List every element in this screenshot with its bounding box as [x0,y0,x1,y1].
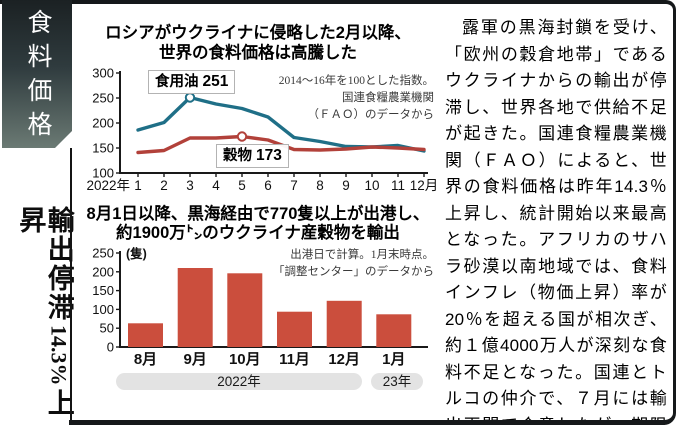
charts-column: ロシアがウクライナに侵略した2月以降、 世界の食料価格は高騰した 300 250 2… [78,6,438,393]
note-line: 出港日で計算。1月末時点。 [290,249,434,262]
svg-text:11月: 11月 [279,351,310,368]
svg-text:200: 200 [92,115,114,130]
badge-title: 食料価格 [24,9,51,145]
year-pill-2022: 2022年 [116,373,362,391]
line-chart-title-line1: ロシアがウクライナに侵略した2月以降、 [105,24,411,42]
svg-text:4: 4 [212,178,220,193]
svg-text:1: 1 [134,178,142,193]
svg-text:11: 11 [391,178,405,193]
corner-badge: 食料価格 [2,0,72,148]
note-line: 2014〜16年を100とした指数。 [278,74,434,87]
grain-series-name: 穀物 [223,148,252,165]
svg-text:250: 250 [92,246,114,261]
svg-text:5: 5 [238,178,246,193]
oil-series-name: 食用油 [155,74,199,91]
svg-text:0: 0 [107,340,114,355]
bar-chart: 250 200 150 100 50 0 (隻) 8月 9月 10月 11月 12月 1月 出港日で計算… [90,245,434,393]
bar-chart-title-line2: 約1900万㌧のウクライナ産穀物を輸出 [116,224,400,243]
year-pill-23: 23年 [371,373,423,391]
side-caption: 輸出停滞 14.3%上昇 [15,206,74,425]
side-caption-bottom: 上昇 [15,206,74,418]
svg-text:8: 8 [316,178,324,193]
side-caption-top: 輸出停滞 [43,206,74,322]
svg-text:9: 9 [342,178,350,193]
svg-text:9月: 9月 [184,351,207,368]
svg-text:3: 3 [186,178,194,193]
svg-text:100: 100 [92,302,114,317]
line-chart-title-line2: 世界の食料価格は高騰した [159,43,357,62]
frame-gap [0,419,69,425]
svg-text:10: 10 [364,178,379,193]
vertical-divider [70,148,72,420]
svg-text:150: 150 [92,140,114,155]
svg-text:8月: 8月 [134,351,157,368]
oil-series-label: 食用油 251 [148,70,236,95]
oil-series-value: 251 [202,73,229,91]
article-text: 露軍の黒海封鎖を受け、「欧州の穀倉地帯」であるウクライナからの輸出が停滞し、世界… [445,18,667,425]
line-chart: 300 250 200 150 100 1 2 3 4 5 6 7 8 9 10 11 12月 2022年 201… [86,65,438,197]
svg-text:6: 6 [264,178,272,193]
svg-text:10月: 10月 [229,351,261,368]
svg-text:7: 7 [290,178,298,193]
bar-chart-source-note: 出港日で計算。1月末時点。 「調整センター」のデータから [273,247,434,282]
svg-text:150: 150 [92,283,114,298]
svg-text:(隻): (隻) [126,246,147,261]
svg-text:50: 50 [100,321,114,336]
svg-text:300: 300 [92,65,114,80]
note-line: 国連食糧農業機関 [342,91,434,104]
note-line: 「調整センター」のデータから [273,266,434,279]
bar-chart-title-line1: 8月1日以降、黒海経由で770隻以上が出港し、 [86,204,430,223]
bar-chart-svg: 250 200 150 100 50 0 (隻) 8月 9月 10月 11月 12月 1月 [92,246,428,368]
side-caption-number: 14.3% [46,325,72,386]
svg-text:2022年: 2022年 [86,178,130,193]
grain-series-value: 173 [256,147,282,165]
svg-text:100: 100 [92,165,114,180]
year-axis-band: 2022年 23年 [90,373,430,393]
svg-text:200: 200 [92,264,114,279]
svg-text:12月: 12月 [410,178,439,193]
svg-text:250: 250 [92,90,114,105]
note-line: （ＦＡＯ）のデータから [307,109,435,122]
svg-text:1月: 1月 [382,351,405,368]
grain-series-label: 穀物 173 [216,144,289,169]
line-chart-source-note: 2014〜16年を100とした指数。 国連食糧農業機関 （ＦＡＯ）のデータから [279,73,434,125]
svg-text:12月: 12月 [328,351,360,368]
svg-text:2: 2 [160,178,168,193]
